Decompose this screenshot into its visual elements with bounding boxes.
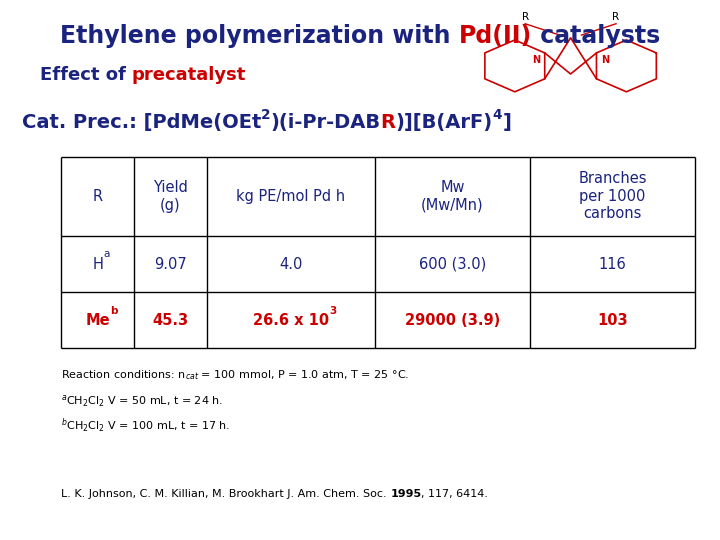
Text: Pd(II): Pd(II) bbox=[459, 24, 532, 48]
Text: 116: 116 bbox=[598, 256, 626, 272]
Text: Cat. Prec.: [PdMe(OEt: Cat. Prec.: [PdMe(OEt bbox=[22, 113, 261, 132]
Text: Branches
per 1000
carbons: Branches per 1000 carbons bbox=[578, 172, 647, 221]
Text: a: a bbox=[103, 249, 109, 260]
Text: kg PE/mol Pd h: kg PE/mol Pd h bbox=[236, 189, 346, 204]
Text: N: N bbox=[601, 56, 609, 65]
Text: Me: Me bbox=[85, 313, 110, 328]
Text: Yield
(g): Yield (g) bbox=[153, 180, 188, 213]
Text: 4: 4 bbox=[492, 108, 503, 122]
Text: R: R bbox=[381, 113, 395, 132]
Text: N: N bbox=[532, 56, 540, 65]
Text: Ethylene polymerization with: Ethylene polymerization with bbox=[60, 24, 459, 48]
Text: 1995: 1995 bbox=[390, 489, 421, 499]
Text: 45.3: 45.3 bbox=[153, 313, 189, 328]
Text: 26.6 x 10: 26.6 x 10 bbox=[253, 313, 329, 328]
Text: R: R bbox=[613, 12, 620, 22]
Text: 3: 3 bbox=[329, 306, 336, 315]
Text: R: R bbox=[93, 189, 103, 204]
Text: b: b bbox=[110, 306, 117, 315]
Text: precatalyst: precatalyst bbox=[132, 65, 246, 84]
Text: R: R bbox=[521, 12, 528, 22]
Text: )][B(ArF): )][B(ArF) bbox=[395, 113, 492, 132]
Text: L. K. Johnson, C. M. Killian, M. Brookhart J. Am. Chem. Soc.: L. K. Johnson, C. M. Killian, M. Brookha… bbox=[61, 489, 390, 499]
Text: 9.07: 9.07 bbox=[154, 256, 187, 272]
Text: $^{b}$CH$_{2}$Cl$_{2}$ V = 100 mL, t = 17 h.: $^{b}$CH$_{2}$Cl$_{2}$ V = 100 mL, t = 1… bbox=[61, 416, 230, 435]
Text: catalysts: catalysts bbox=[532, 24, 660, 48]
Text: $^{a}$CH$_{2}$Cl$_{2}$ V = 50 mL, t = 24 h.: $^{a}$CH$_{2}$Cl$_{2}$ V = 50 mL, t = 24… bbox=[61, 393, 223, 409]
Text: , 117, 6414.: , 117, 6414. bbox=[421, 489, 488, 499]
Text: 103: 103 bbox=[597, 313, 628, 328]
Text: 29000 (3.9): 29000 (3.9) bbox=[405, 313, 500, 328]
Text: 600 (3.0): 600 (3.0) bbox=[419, 256, 486, 272]
Text: Reaction conditions: n$_{cat}$ = 100 mmol, P = 1.0 atm, T = 25 °C.: Reaction conditions: n$_{cat}$ = 100 mmo… bbox=[61, 368, 410, 382]
Text: ]: ] bbox=[503, 113, 511, 132]
Text: H: H bbox=[92, 256, 103, 272]
Text: Mw
(Mw/Mn): Mw (Mw/Mn) bbox=[421, 180, 484, 213]
Text: Effect of: Effect of bbox=[40, 65, 132, 84]
Text: 2: 2 bbox=[261, 108, 271, 122]
Text: )(i-Pr-DAB: )(i-Pr-DAB bbox=[271, 113, 381, 132]
Text: 4.0: 4.0 bbox=[279, 256, 302, 272]
